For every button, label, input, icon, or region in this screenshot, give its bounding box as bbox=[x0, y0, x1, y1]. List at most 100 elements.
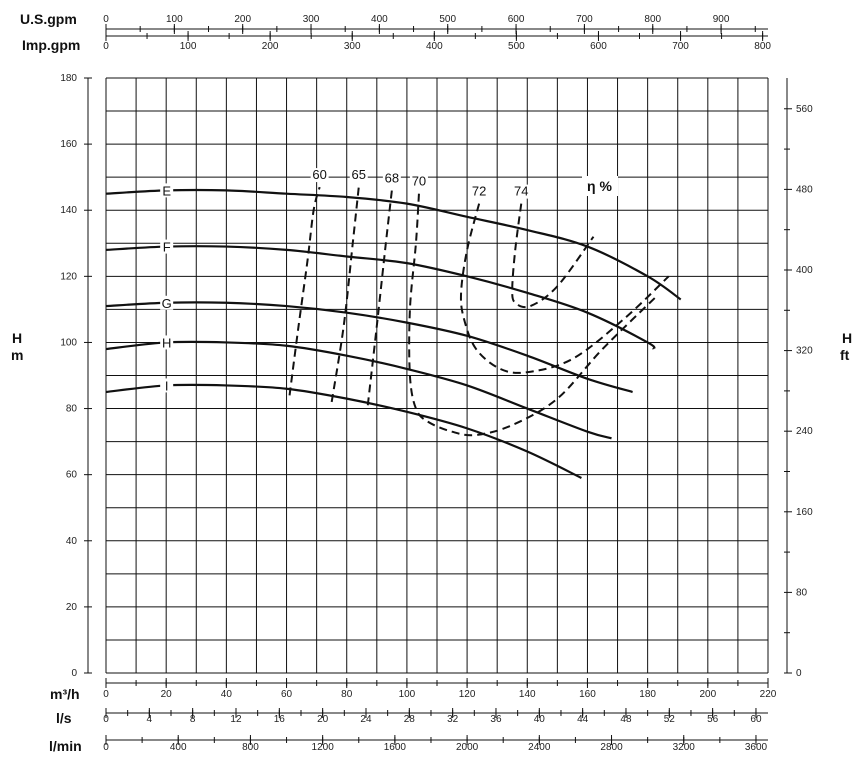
eff-title-bg bbox=[582, 176, 618, 196]
right-y-axis-label-unit: ft bbox=[840, 347, 850, 363]
curve-label-h: H bbox=[162, 335, 171, 350]
head-curve-e bbox=[105, 188, 682, 301]
ls-tick-label: 48 bbox=[620, 714, 632, 725]
usgpm-tick-label: 400 bbox=[371, 14, 388, 25]
eff-label-bg bbox=[310, 168, 329, 183]
efficiency-label-72: 72 bbox=[472, 184, 486, 199]
eff-label-bg bbox=[349, 168, 368, 183]
left-y-tick-label: 0 bbox=[71, 668, 77, 679]
m3h-axis-label: m³/h bbox=[50, 686, 80, 702]
left-y-tick-label: 120 bbox=[60, 271, 77, 282]
left-y-tick-label: 140 bbox=[60, 205, 77, 216]
efficiency-label-74: 74 bbox=[514, 184, 528, 199]
efficiency-curve-68 bbox=[366, 190, 393, 406]
impgpm-tick-label: 100 bbox=[180, 41, 197, 52]
eff-label-bg bbox=[470, 184, 489, 199]
head-curve-i bbox=[105, 383, 582, 479]
ls-tick-label: 12 bbox=[230, 714, 242, 725]
m3h-tick-label: 0 bbox=[103, 689, 109, 700]
impgpm-tick-label: 0 bbox=[103, 41, 109, 52]
curve-label-f: F bbox=[163, 240, 171, 255]
impgpm-tick-label: 200 bbox=[262, 41, 279, 52]
usgpm-axis-label: U.S.gpm bbox=[20, 11, 77, 27]
efficiency-label-70: 70 bbox=[412, 174, 426, 189]
m3h-tick-label: 200 bbox=[699, 689, 716, 700]
right-y-tick-label: 320 bbox=[796, 346, 813, 357]
labels: E F G H I 60 65 68 70 72 74 bbox=[160, 167, 618, 393]
lmin-tick-label: 1200 bbox=[312, 742, 335, 753]
efficiency-curve-70 bbox=[408, 193, 658, 437]
efficiency-label-60: 60 bbox=[312, 167, 326, 182]
eff-label-bg bbox=[382, 171, 401, 186]
right-y-tick-label: 480 bbox=[796, 184, 813, 195]
lmin-tick-label: 0 bbox=[103, 742, 109, 753]
head-curves bbox=[105, 188, 682, 479]
efficiency-label: η % bbox=[587, 178, 612, 194]
head-curve-g bbox=[105, 301, 633, 394]
ls-tick-label: 8 bbox=[190, 714, 196, 725]
efficiency-curve-60 bbox=[288, 186, 321, 396]
m3h-tick-label: 100 bbox=[399, 689, 416, 700]
ls-tick-label: 0 bbox=[103, 714, 109, 725]
lmin-tick-label: 3600 bbox=[745, 742, 768, 753]
efficiency-label-68: 68 bbox=[385, 170, 399, 185]
ls-tick-label: 24 bbox=[360, 714, 372, 725]
ls-tick-label: 16 bbox=[274, 714, 286, 725]
usgpm-tick-label: 0 bbox=[103, 14, 109, 25]
lmin-tick-label: 3200 bbox=[673, 742, 696, 753]
left-y-tick-label: 180 bbox=[60, 73, 77, 84]
m3h-tick-label: 80 bbox=[341, 689, 353, 700]
m3h-tick-label: 160 bbox=[579, 689, 596, 700]
left-y-tick-label: 100 bbox=[60, 337, 77, 348]
curve-label-bg bbox=[160, 295, 174, 310]
ls-tick-label: 44 bbox=[577, 714, 589, 725]
m3h-tick-label: 140 bbox=[519, 689, 536, 700]
lmin-tick-label: 2400 bbox=[528, 742, 551, 753]
usgpm-tick-label: 600 bbox=[508, 14, 525, 25]
curve-label-bg bbox=[160, 335, 174, 350]
lmin-tick-label: 400 bbox=[170, 742, 187, 753]
impgpm-tick-label: 600 bbox=[590, 41, 607, 52]
m3h-tick-label: 220 bbox=[760, 689, 777, 700]
right-y-axis-label-h: H bbox=[842, 330, 852, 346]
axes: 0204060801001201401601800801602403204004… bbox=[60, 14, 813, 753]
impgpm-tick-label: 300 bbox=[344, 41, 361, 52]
lmin-tick-label: 2800 bbox=[600, 742, 623, 753]
curve-label-g: G bbox=[162, 296, 172, 311]
m3h-tick-label: 20 bbox=[161, 689, 173, 700]
ls-tick-label: 20 bbox=[317, 714, 329, 725]
grid bbox=[105, 77, 769, 674]
ls-tick-label: 56 bbox=[707, 714, 719, 725]
left-y-tick-label: 80 bbox=[66, 404, 78, 415]
left-y-tick-label: 40 bbox=[66, 536, 78, 547]
impgpm-axis-label: Imp.gpm bbox=[22, 37, 80, 53]
head-curve-h bbox=[105, 340, 612, 440]
usgpm-tick-label: 800 bbox=[644, 14, 661, 25]
right-y-tick-label: 240 bbox=[796, 426, 813, 437]
efficiency-curve-72 bbox=[459, 203, 670, 374]
lmin-tick-label: 1600 bbox=[384, 742, 407, 753]
eff-label-bg bbox=[409, 174, 428, 189]
curve-label-bg bbox=[160, 183, 174, 198]
left-y-tick-label: 20 bbox=[66, 602, 78, 613]
efficiency-label-65: 65 bbox=[352, 167, 366, 182]
curve-label-i: I bbox=[165, 378, 169, 393]
lmin-axis-label: l/min bbox=[49, 738, 82, 754]
ls-tick-label: 4 bbox=[147, 714, 153, 725]
ls-tick-label: 52 bbox=[664, 714, 676, 725]
m3h-tick-label: 120 bbox=[459, 689, 476, 700]
impgpm-tick-label: 800 bbox=[754, 41, 771, 52]
m3h-tick-label: 60 bbox=[281, 689, 293, 700]
impgpm-tick-label: 500 bbox=[508, 41, 525, 52]
eff-label-bg bbox=[512, 184, 531, 199]
ls-tick-label: 40 bbox=[534, 714, 546, 725]
usgpm-tick-label: 300 bbox=[303, 14, 320, 25]
m3h-tick-label: 180 bbox=[639, 689, 656, 700]
ls-tick-label: 28 bbox=[404, 714, 416, 725]
ls-axis-label: l/s bbox=[56, 710, 72, 726]
ls-tick-label: 60 bbox=[750, 714, 762, 725]
usgpm-tick-label: 100 bbox=[166, 14, 183, 25]
left-y-axis-label-h: H bbox=[12, 330, 22, 346]
lmin-tick-label: 2000 bbox=[456, 742, 479, 753]
